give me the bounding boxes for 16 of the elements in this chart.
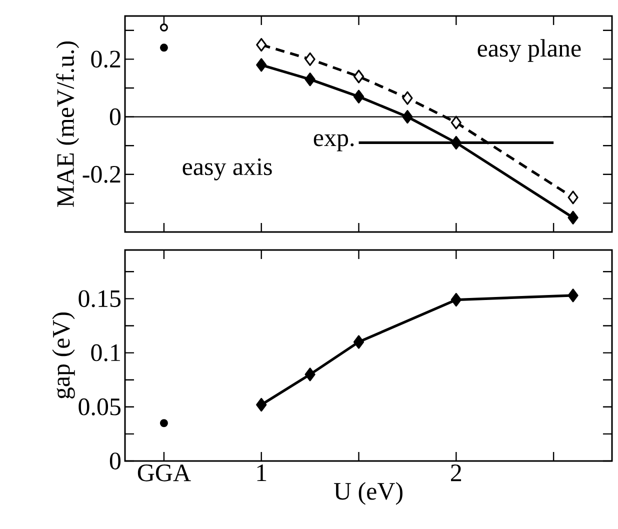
x-tick-label: GGA xyxy=(138,464,191,482)
y-tick-label: -0.2 xyxy=(82,166,120,183)
y-tick-label: 0.05 xyxy=(78,398,121,416)
x-tick-label: 2 xyxy=(451,464,462,482)
y-tick-label: 0.2 xyxy=(91,50,120,68)
annotation: easy plane xyxy=(478,39,581,62)
y-tick-label: 0 xyxy=(110,108,121,126)
y-axis-title: gap (eV) xyxy=(52,312,75,398)
x-axis-title: U (eV) xyxy=(334,482,402,505)
y-tick-label: 0.1 xyxy=(91,344,120,362)
x-tick-label: 1 xyxy=(257,464,266,482)
series-label: exp. xyxy=(314,134,354,152)
y-tick-label: 0 xyxy=(110,452,121,470)
y-axis-title: MAE (meV/f.u.) xyxy=(56,41,80,207)
y-tick-label: 0.15 xyxy=(78,290,121,308)
annotation: easy axis xyxy=(182,158,272,180)
